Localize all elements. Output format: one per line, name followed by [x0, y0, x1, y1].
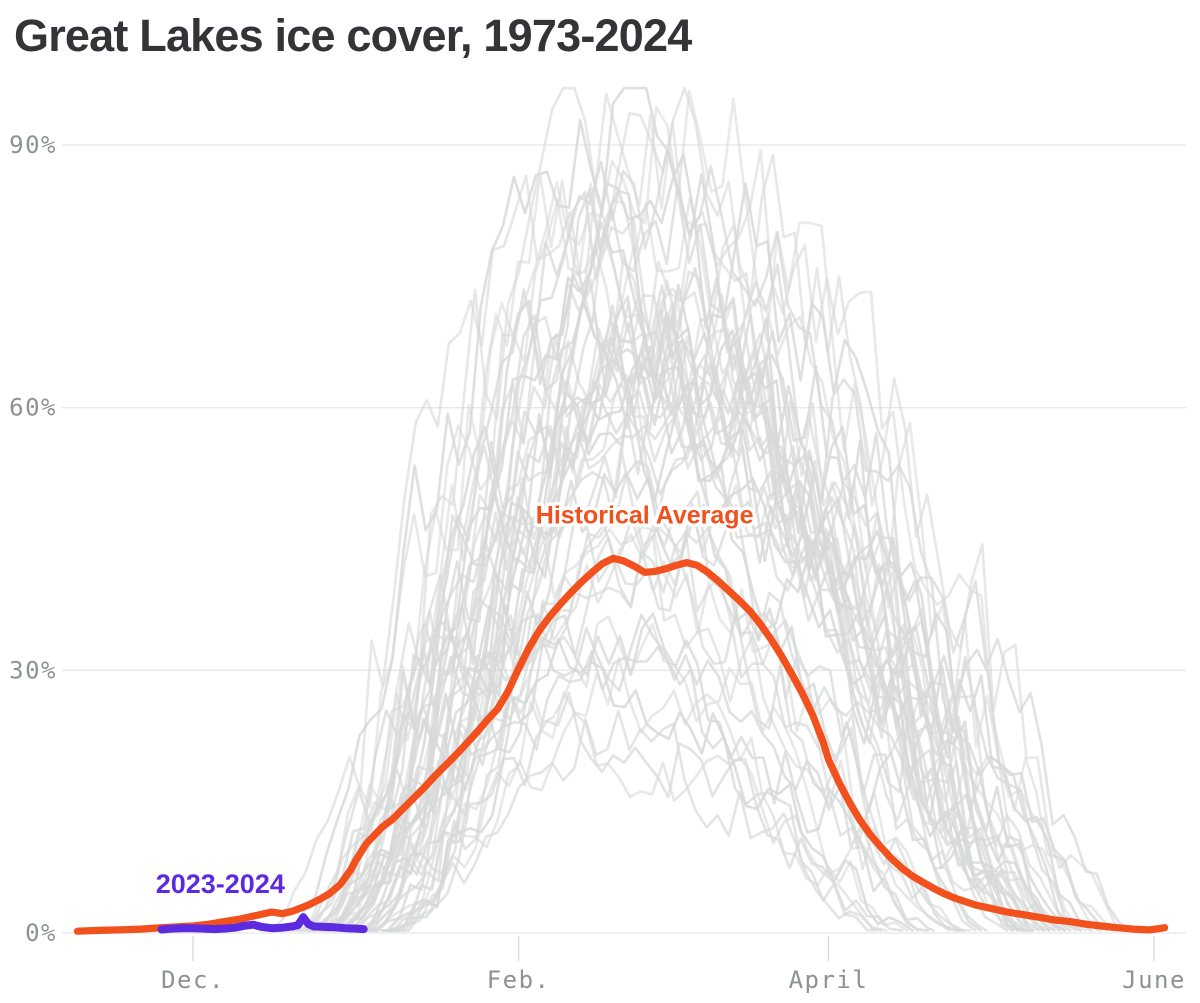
year-line [359, 490, 977, 933]
year-line [317, 164, 1135, 933]
year-line [380, 613, 935, 933]
year-line [344, 402, 1014, 932]
year-line [312, 92, 1114, 932]
year-line [338, 365, 1025, 932]
year-line [401, 709, 883, 932]
x-tick-label: Feb. [487, 966, 551, 994]
y-tick-label: 30% [9, 656, 57, 684]
label-2023-2024: 2023-2024 [156, 869, 285, 899]
x-tick-label: April [789, 966, 869, 994]
year-line [286, 86, 1109, 932]
y-tick-label: 0% [25, 919, 57, 947]
year-line [333, 347, 1030, 933]
x-tick-label: June [1122, 966, 1186, 994]
chart-title: Great Lakes ice cover, 1973-2024 [14, 10, 692, 61]
x-axis-labels: Dec. Feb. April June [161, 936, 1186, 994]
historical-average-line [73, 554, 1169, 935]
year-line [386, 645, 904, 933]
historical-average-path [73, 554, 1169, 935]
label-historical-average: Historical Average [536, 501, 754, 529]
year-line [312, 246, 1056, 932]
y-axis-labels: 0% 30% 60% 90% [9, 131, 57, 947]
year-line [317, 245, 1051, 933]
individual-year-lines [265, 86, 1135, 933]
year-line [307, 148, 1082, 932]
year-line [307, 90, 1103, 932]
season-2023-2024-path [157, 913, 368, 934]
y-tick-label: 90% [9, 131, 57, 159]
year-line [291, 86, 1124, 932]
year-line [307, 221, 1067, 932]
year-line [386, 637, 914, 933]
year-line [338, 358, 1019, 932]
y-tick-label: 60% [9, 394, 57, 422]
season-2023-2024-line [157, 913, 368, 934]
year-line [365, 523, 961, 933]
x-tick-label: Dec. [161, 966, 225, 994]
